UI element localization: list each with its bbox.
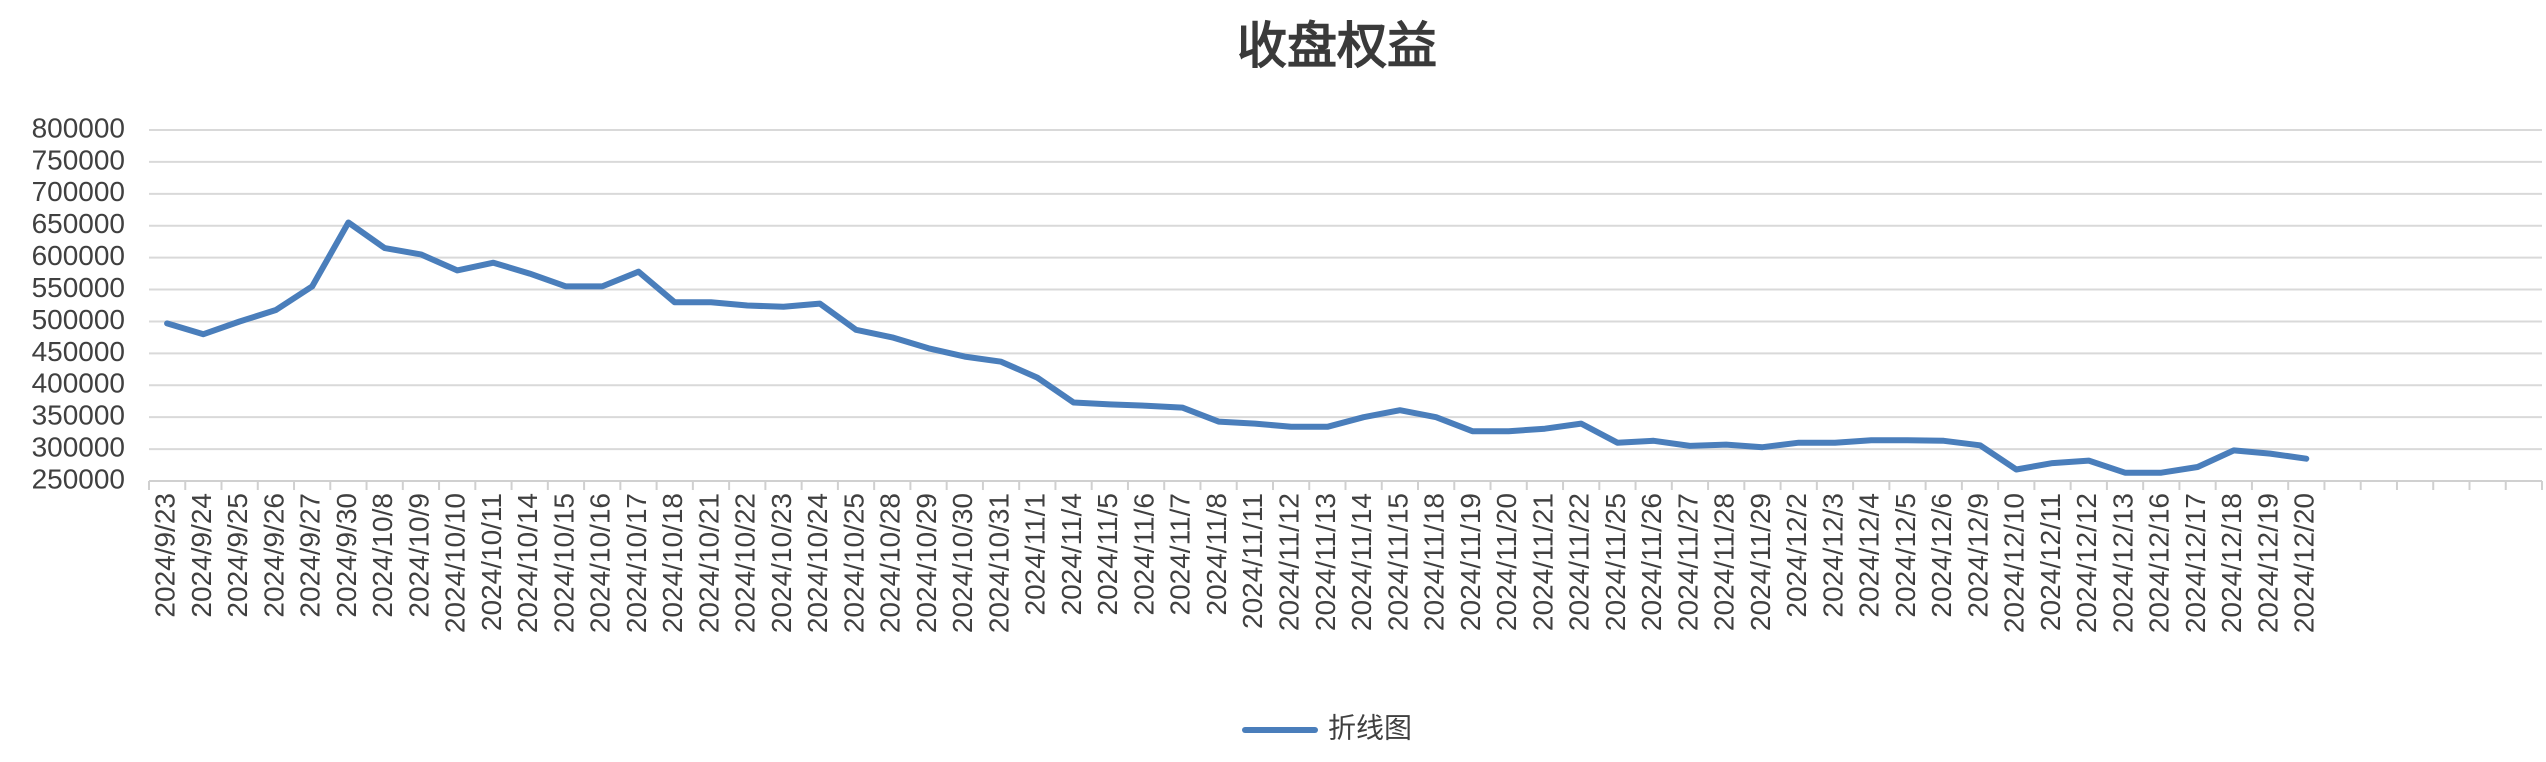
x-tick-label: 2024/11/14 bbox=[1346, 493, 1377, 631]
x-tick-label: 2024/12/12 bbox=[2071, 493, 2102, 633]
x-tick-label: 2024/11/27 bbox=[1672, 493, 1703, 631]
x-tick-label: 2024/12/3 bbox=[1817, 493, 1848, 618]
x-tick-label: 2024/10/30 bbox=[947, 493, 978, 633]
x-tick-label: 2024/11/1 bbox=[1020, 493, 1051, 616]
x-tick-label: 2024/9/26 bbox=[258, 493, 289, 618]
x-tick-label: 2024/11/25 bbox=[1600, 493, 1631, 631]
x-tick-label: 2024/10/24 bbox=[802, 493, 833, 633]
x-tick-label: 2024/10/25 bbox=[838, 493, 869, 633]
x-tick-label: 2024/11/12 bbox=[1274, 493, 1305, 631]
x-tick-label: 2024/9/30 bbox=[331, 493, 362, 618]
x-tick-label: 2024/12/2 bbox=[1781, 493, 1812, 618]
x-tick-label: 2024/12/19 bbox=[2252, 493, 2283, 633]
x-tick-label: 2024/12/10 bbox=[1999, 493, 2030, 633]
x-tick-label: 2024/10/31 bbox=[983, 493, 1014, 633]
x-tick-label: 2024/11/29 bbox=[1745, 493, 1776, 631]
x-tick-label: 2024/12/9 bbox=[1962, 493, 1993, 618]
y-tick-label: 250000 bbox=[32, 463, 125, 494]
y-tick-label: 750000 bbox=[32, 144, 125, 175]
x-tick-label: 2024/11/8 bbox=[1201, 493, 1232, 616]
x-tick-label: 2024/12/4 bbox=[1854, 493, 1885, 618]
y-tick-label: 600000 bbox=[32, 240, 125, 271]
x-tick-label: 2024/10/29 bbox=[911, 493, 942, 633]
x-tick-label: 2024/11/28 bbox=[1709, 493, 1740, 631]
x-tick-label: 2024/11/26 bbox=[1636, 493, 1667, 631]
y-tick-label: 800000 bbox=[32, 112, 125, 143]
y-tick-label: 300000 bbox=[32, 431, 125, 462]
x-tick-label: 2024/11/6 bbox=[1128, 493, 1159, 616]
x-tick-label: 2024/10/28 bbox=[875, 493, 906, 633]
x-tick-label: 2024/12/18 bbox=[2216, 493, 2247, 633]
y-tick-label: 400000 bbox=[32, 368, 125, 399]
x-tick-label: 2024/12/5 bbox=[1890, 493, 1921, 618]
x-tick-label: 2024/10/16 bbox=[585, 493, 616, 633]
x-tick-label: 2024/9/25 bbox=[222, 493, 253, 618]
x-tick-label: 2024/12/20 bbox=[2289, 493, 2320, 633]
y-tick-label: 550000 bbox=[32, 272, 125, 303]
x-tick-label: 2024/10/17 bbox=[621, 493, 652, 633]
x-tick-label: 2024/11/4 bbox=[1056, 493, 1087, 616]
x-tick-label: 2024/10/8 bbox=[367, 493, 398, 618]
y-tick-label: 350000 bbox=[32, 400, 125, 431]
x-tick-label: 2024/11/22 bbox=[1564, 493, 1595, 631]
x-tick-label: 2024/11/7 bbox=[1165, 493, 1196, 616]
y-tick-label: 700000 bbox=[32, 176, 125, 207]
x-tick-label: 2024/11/19 bbox=[1455, 493, 1486, 631]
x-tick-label: 2024/9/24 bbox=[186, 493, 217, 618]
x-tick-label: 2024/12/13 bbox=[2107, 493, 2138, 633]
x-tick-label: 2024/12/17 bbox=[2180, 493, 2211, 633]
x-tick-label: 2024/11/20 bbox=[1491, 493, 1522, 631]
y-tick-label: 500000 bbox=[32, 304, 125, 335]
x-tick-label: 2024/9/23 bbox=[150, 493, 181, 618]
line-series bbox=[164, 219, 2310, 476]
chart-title: 收盘权益 bbox=[1237, 18, 1437, 74]
y-tick-label: 450000 bbox=[32, 336, 125, 367]
x-tick-label: 2024/10/9 bbox=[403, 493, 434, 618]
x-tick-label: 2024/10/21 bbox=[693, 493, 724, 633]
x-tick-label: 2024/10/14 bbox=[512, 493, 543, 633]
x-tick-label: 2024/12/16 bbox=[2144, 493, 2175, 633]
x-tick-label: 2024/12/11 bbox=[2035, 493, 2066, 631]
x-tick-label: 2024/10/18 bbox=[657, 493, 688, 633]
x-tick-label: 2024/12/6 bbox=[1926, 493, 1957, 618]
x-tick-label: 2024/11/18 bbox=[1419, 493, 1450, 631]
x-tick-label: 2024/9/27 bbox=[295, 493, 326, 618]
x-tick-label: 2024/11/21 bbox=[1527, 493, 1558, 631]
x-tick-label: 2024/11/13 bbox=[1310, 493, 1341, 631]
x-tick-label: 2024/10/15 bbox=[548, 493, 579, 633]
x-tick-label: 2024/11/15 bbox=[1382, 493, 1413, 631]
x-tick-label: 2024/10/22 bbox=[730, 493, 761, 633]
legend-label: 折线图 bbox=[1328, 712, 1412, 743]
x-tick-label: 2024/10/11 bbox=[476, 493, 507, 631]
x-tick-label: 2024/10/23 bbox=[766, 493, 797, 633]
y-tick-label: 650000 bbox=[32, 208, 125, 239]
x-tick-label: 2024/10/10 bbox=[440, 493, 471, 633]
x-tick-label: 2024/11/5 bbox=[1092, 493, 1123, 616]
x-tick-label: 2024/11/11 bbox=[1237, 493, 1268, 629]
